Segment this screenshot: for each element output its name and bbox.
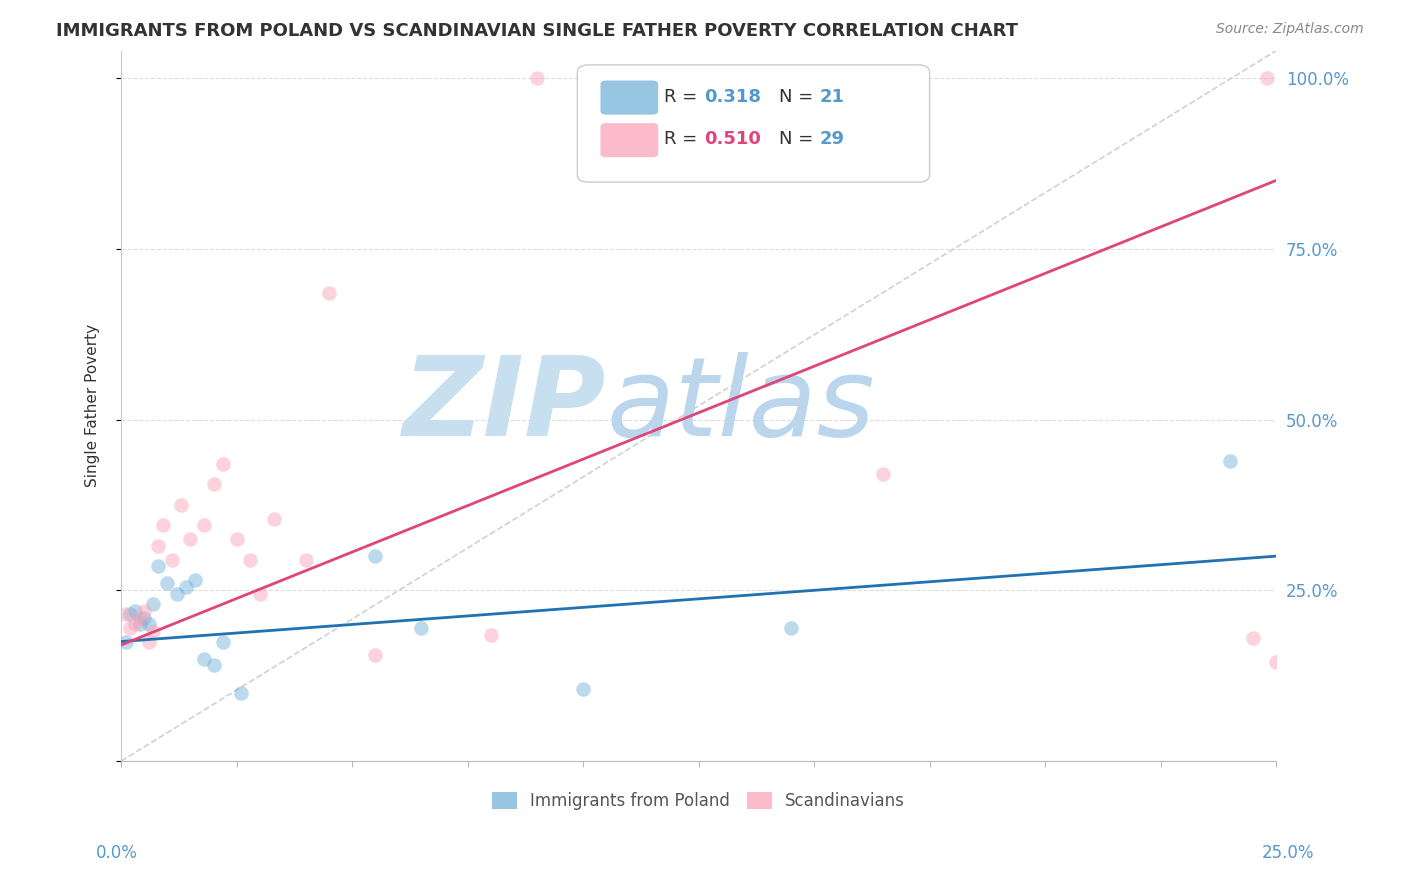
Text: 29: 29	[820, 130, 845, 148]
Point	[364, 648, 387, 663]
Text: 0.0%: 0.0%	[96, 844, 138, 862]
Point	[572, 682, 595, 697]
Point	[211, 457, 233, 471]
Point	[134, 610, 156, 624]
Text: R =: R =	[664, 130, 703, 148]
Point	[202, 477, 225, 491]
Text: N =: N =	[779, 87, 820, 106]
Text: 0.318: 0.318	[704, 87, 762, 106]
Point	[128, 610, 150, 624]
Point	[193, 518, 215, 533]
Point	[120, 607, 142, 622]
Point	[211, 634, 233, 648]
Point	[160, 552, 183, 566]
Point	[263, 511, 285, 525]
FancyBboxPatch shape	[600, 123, 658, 157]
Point	[225, 532, 247, 546]
Point	[124, 604, 146, 618]
Point	[318, 286, 340, 301]
Point	[166, 587, 188, 601]
Text: 25.0%: 25.0%	[1263, 844, 1315, 862]
Point	[1241, 631, 1264, 645]
Legend: Immigrants from Poland, Scandinavians: Immigrants from Poland, Scandinavians	[485, 785, 912, 817]
Point	[170, 498, 193, 512]
Text: 21: 21	[820, 87, 845, 106]
Point	[479, 628, 502, 642]
Point	[128, 617, 150, 632]
Point	[1219, 453, 1241, 467]
Point	[114, 634, 136, 648]
Text: ZIP: ZIP	[402, 352, 606, 459]
Point	[231, 686, 253, 700]
Point	[780, 70, 803, 85]
Point	[184, 573, 207, 587]
Point	[114, 607, 136, 622]
Point	[202, 658, 225, 673]
Point	[142, 597, 165, 611]
Text: 0.510: 0.510	[704, 130, 761, 148]
Point	[156, 576, 179, 591]
Text: N =: N =	[779, 130, 820, 148]
Text: R =: R =	[664, 87, 703, 106]
Point	[364, 549, 387, 563]
Y-axis label: Single Father Poverty: Single Father Poverty	[86, 325, 100, 487]
Point	[120, 621, 142, 635]
Point	[134, 604, 156, 618]
Point	[146, 539, 169, 553]
Text: IMMIGRANTS FROM POLAND VS SCANDINAVIAN SINGLE FATHER POVERTY CORRELATION CHART: IMMIGRANTS FROM POLAND VS SCANDINAVIAN S…	[56, 22, 1018, 40]
Point	[138, 617, 160, 632]
Point	[146, 559, 169, 574]
Point	[124, 617, 146, 632]
FancyBboxPatch shape	[600, 80, 658, 114]
FancyBboxPatch shape	[578, 65, 929, 182]
Point	[1265, 655, 1288, 669]
Point	[152, 518, 174, 533]
Point	[872, 467, 894, 482]
Point	[174, 580, 197, 594]
Point	[411, 621, 433, 635]
Point	[295, 552, 318, 566]
Point	[249, 587, 271, 601]
Point	[1256, 70, 1278, 85]
Point	[239, 552, 262, 566]
Text: Source: ZipAtlas.com: Source: ZipAtlas.com	[1216, 22, 1364, 37]
Point	[780, 621, 803, 635]
Point	[179, 532, 201, 546]
Text: atlas: atlas	[606, 352, 875, 459]
Point	[138, 634, 160, 648]
Point	[526, 70, 548, 85]
Point	[193, 651, 215, 665]
Point	[142, 624, 165, 639]
